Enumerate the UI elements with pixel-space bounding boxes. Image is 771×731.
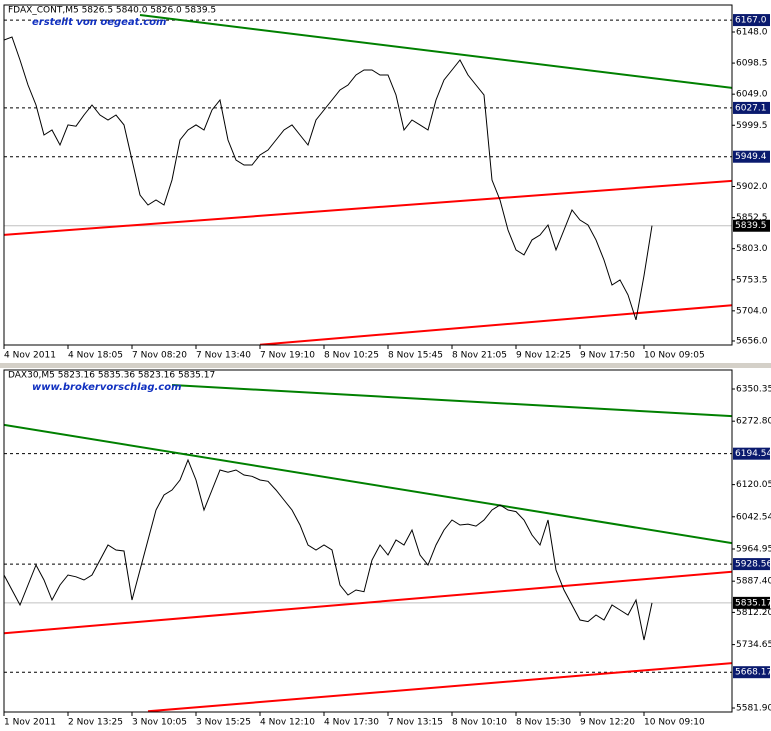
watermark: erstellt von oegeat.com <box>32 17 166 28</box>
x-tick-label: 3 Nov 15:25 <box>196 718 251 728</box>
level-label-box <box>733 447 770 460</box>
level-label-box <box>733 558 770 571</box>
current-label-box <box>733 219 770 232</box>
plot-frame <box>3 369 733 713</box>
panel-separator <box>0 363 771 368</box>
current-label-box <box>733 596 770 609</box>
y-tick-label: 5753.5 <box>736 275 768 285</box>
trend-line <box>4 179 732 236</box>
y-tick-label: 5704.0 <box>736 306 768 316</box>
plot-frame <box>3 4 733 346</box>
y-tick-label: 6272.80 <box>736 417 771 427</box>
y-tick-label: 5887.40 <box>736 577 771 587</box>
x-tick-label: 4 Nov 2011 <box>4 351 56 361</box>
y-tick-label: 6120.05 <box>736 480 771 490</box>
level-label: 6167.0 <box>735 16 767 26</box>
current-label: 5835.17 <box>735 598 771 608</box>
x-tick-label: 8 Nov 10:25 <box>324 351 379 361</box>
y-tick-label: 6098.5 <box>736 59 768 69</box>
x-tick-label: 10 Nov 09:10 <box>644 718 705 728</box>
x-tick-label: 7 Nov 13:40 <box>196 351 251 361</box>
x-tick-label: 9 Nov 17:50 <box>580 351 635 361</box>
y-tick-label: 5656.0 <box>736 336 768 346</box>
y-tick-label: 6042.54 <box>736 512 771 522</box>
y-tick-label: 5902.0 <box>736 182 768 192</box>
level-label-box <box>733 666 770 679</box>
current-label: 5839.5 <box>735 221 767 231</box>
chart-header: FDAX_CONT,M5 5826.5 5840.0 5826.0 5839.5 <box>8 6 216 16</box>
plot <box>4 383 732 712</box>
plot <box>4 14 732 345</box>
x-tick-label: 4 Nov 17:30 <box>324 718 379 728</box>
y-tick-label: 5999.5 <box>736 121 768 131</box>
level-label: 5949.4 <box>735 152 767 162</box>
level-label: 5668.17 <box>735 668 771 678</box>
x-tick-label: 10 Nov 09:05 <box>644 351 705 361</box>
y-tick-label: 5812.20 <box>736 608 771 618</box>
y-tick-label: 6148.0 <box>736 28 768 38</box>
y-tick-label: 5803.0 <box>736 244 768 254</box>
x-tick-label: 4 Nov 18:05 <box>68 351 123 361</box>
price-line <box>4 458 653 641</box>
trend-line <box>259 304 732 345</box>
x-tick-label: 2 Nov 13:25 <box>68 718 123 728</box>
x-tick-label: 8 Nov 21:05 <box>452 351 507 361</box>
level-label-box <box>733 14 770 27</box>
x-tick-label: 9 Nov 12:20 <box>580 718 635 728</box>
x-tick-label: 7 Nov 19:10 <box>260 351 315 361</box>
trend-line <box>4 423 732 545</box>
x-tick-label: 7 Nov 08:20 <box>132 351 187 361</box>
x-tick-label: 9 Nov 12:25 <box>516 351 571 361</box>
x-tick-label: 8 Nov 10:10 <box>452 718 507 728</box>
y-tick-label: 5581.90 <box>736 704 771 714</box>
y-tick-label: 6049.0 <box>736 90 768 100</box>
level-label: 6194.54 <box>735 449 771 459</box>
price-line <box>4 36 653 321</box>
y-tick-label: 6350.35 <box>736 384 771 394</box>
level-label-box <box>733 101 770 114</box>
x-tick-label: 1 Nov 2011 <box>4 718 56 728</box>
x-tick-label: 7 Nov 13:15 <box>388 718 443 728</box>
y-tick-label: 5734.65 <box>736 640 771 650</box>
level-label-box <box>733 150 770 163</box>
chart-header: DAX30,M5 5823.16 5835.36 5823.16 5835.17 <box>8 371 215 381</box>
watermark: www.brokervorschlag.com <box>32 382 182 393</box>
x-tick-label: 8 Nov 15:45 <box>388 351 443 361</box>
level-label: 6027.1 <box>735 103 767 113</box>
trend-line <box>139 14 732 89</box>
trend-line <box>4 570 732 635</box>
x-tick-label: 4 Nov 12:10 <box>260 718 315 728</box>
level-label: 5928.56 <box>735 560 771 570</box>
y-tick-label: 5852.5 <box>736 213 768 223</box>
trend-line <box>147 662 732 712</box>
x-tick-label: 8 Nov 15:30 <box>516 718 571 728</box>
y-tick-label: 5964.95 <box>736 544 771 554</box>
x-tick-label: 3 Nov 10:05 <box>132 718 187 728</box>
trend-line <box>171 383 732 418</box>
